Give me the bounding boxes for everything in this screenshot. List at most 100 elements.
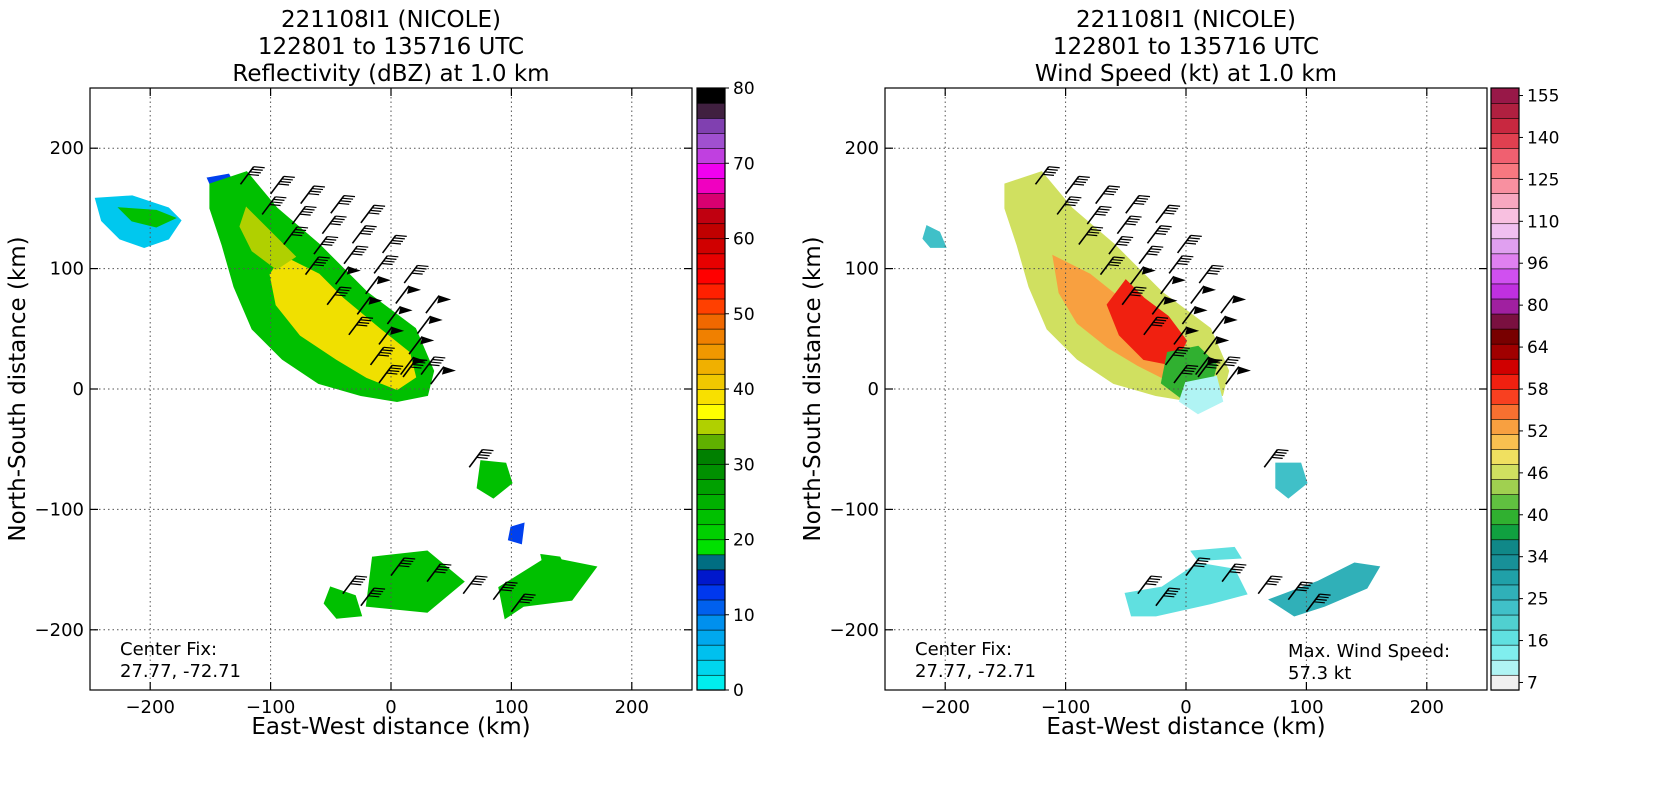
wind-barb-shaft [261,196,277,215]
wind-barb-shaft [1181,305,1197,325]
wind-barb-shaft [425,295,440,314]
colorbar-segment [696,584,726,601]
x-tick-label: 200 [615,697,649,718]
colorbar-segment [696,102,726,119]
wind-barb-feather [404,557,416,560]
wind-barb-feather [1111,258,1123,262]
wind-barb-shaft [1095,185,1110,205]
wind-barb-shaft [1034,166,1050,185]
y-tick-label: −200 [35,620,84,641]
wind-barb-feather [1181,372,1193,375]
wind-barb-feather [336,291,348,294]
colorbar-segment [696,178,726,194]
colorbar-segment [696,132,726,149]
wind-barb-feather [325,238,337,241]
wind-barb-feather [1120,238,1132,241]
colorbar-tick-label: 70 [733,154,755,174]
wind-barb-feather [1160,225,1172,228]
wind-barb-feather [354,578,366,581]
wind-barb-feather [1113,256,1125,259]
colorbar-tick-label: 125 [1527,170,1559,190]
wind-barb-flag [407,285,422,294]
wind-barb-flag [437,295,452,304]
colorbar-segment [1490,178,1520,194]
wind-barb-feather [273,198,285,201]
wind-barb-feather [1317,596,1329,599]
wind-barb-feather [1267,580,1279,583]
colorbar-segment [1490,403,1520,420]
wind-barb-feather [1186,239,1198,243]
x-tick-label: −100 [246,697,295,718]
wind-barb-feather [1091,226,1104,229]
wind-barb-shaft [304,256,320,276]
wind-barb-flag [1236,366,1251,375]
wind-barb-shaft [1221,563,1236,583]
wind-barb-feather [314,261,326,264]
y-tick-label: 0 [868,379,879,400]
wind-barb-shaft [1287,581,1303,601]
wind-barb-feather [1135,200,1147,203]
colorbar-segment [696,238,726,255]
colorbar-segment [696,403,726,420]
wind-barb-feather [247,173,259,176]
panel-title-line: 221108I1 (NICOLE) [281,7,501,33]
colorbar-tick-label: 52 [1527,422,1549,442]
wind-barb-shaft [1168,255,1183,274]
wind-barb-shaft [1155,587,1170,607]
wind-barb-feather [1154,232,1166,235]
wind-barb-shaft [1173,364,1188,384]
wind-barb-feather [1163,212,1175,215]
wind-barb-feather [381,349,393,352]
wind-barb-feather [432,358,444,362]
wind-barb-feather [311,187,324,191]
x-axis-label: East-West distance (km) [1046,714,1325,740]
wind-barb-feather [291,234,303,237]
wind-barb-feather [480,451,492,454]
wind-barb-feather [253,166,265,169]
wind-barb-feather [1269,578,1281,581]
wind-barb-feather [1169,204,1181,207]
center-fix-annotation: Center Fix: [120,639,217,660]
colorbar-segment [1490,147,1520,164]
wind-barb-flag [1185,326,1200,335]
wind-barb-feather [1207,363,1219,367]
wind-barb-shaft [1215,356,1230,376]
colorbar-segment [1490,162,1520,179]
wind-barb-shaft [416,315,432,335]
wind-barb-feather [296,226,309,229]
wind-barb-feather [271,201,283,204]
colorbar-tick-label: 46 [1527,464,1549,484]
wind-barb-shaft [343,245,358,265]
wind-barb-shaft [321,215,337,235]
wind-barb-feather [518,601,530,604]
colorbar-segment [1490,569,1520,586]
wind-barb-feather [1172,354,1185,357]
wind-barb-feather [1301,581,1313,584]
panel-title-line: Reflectivity (dBZ) at 1.0 km [232,61,549,87]
wind-barb-feather [1149,578,1161,581]
wind-barb-shaft [334,266,350,285]
wind-barb-feather [249,171,261,174]
wind-barb-feather [1169,587,1181,590]
wind-barb-flag [1163,296,1178,305]
field-region [1275,462,1308,499]
wind-barb-shaft [360,204,375,224]
wind-barb-shaft [1078,226,1093,246]
wind-barb-feather [1072,183,1085,186]
wind-barb-shaft [390,557,405,577]
colorbar-segment [1490,584,1520,601]
wind-barb-feather [350,583,362,586]
wind-barb-shaft [330,195,345,214]
colorbar: 7 16 25 34 40 46 52 58 64 80 96 110 125 140 155 [1490,87,1559,693]
colorbar-segment [1490,539,1520,556]
wind-barb-feather [281,178,293,181]
wind-barb-shaft [1203,336,1218,355]
colorbar-segment [1490,283,1520,300]
wind-barbs [239,166,536,613]
field-region [1190,546,1242,561]
colorbar-segment [1490,478,1520,495]
wind-barb-shaft [1137,575,1152,595]
wind-barb-feather [1074,180,1087,184]
wind-barb-feather [1315,598,1327,601]
colorbar-segment [696,433,726,450]
